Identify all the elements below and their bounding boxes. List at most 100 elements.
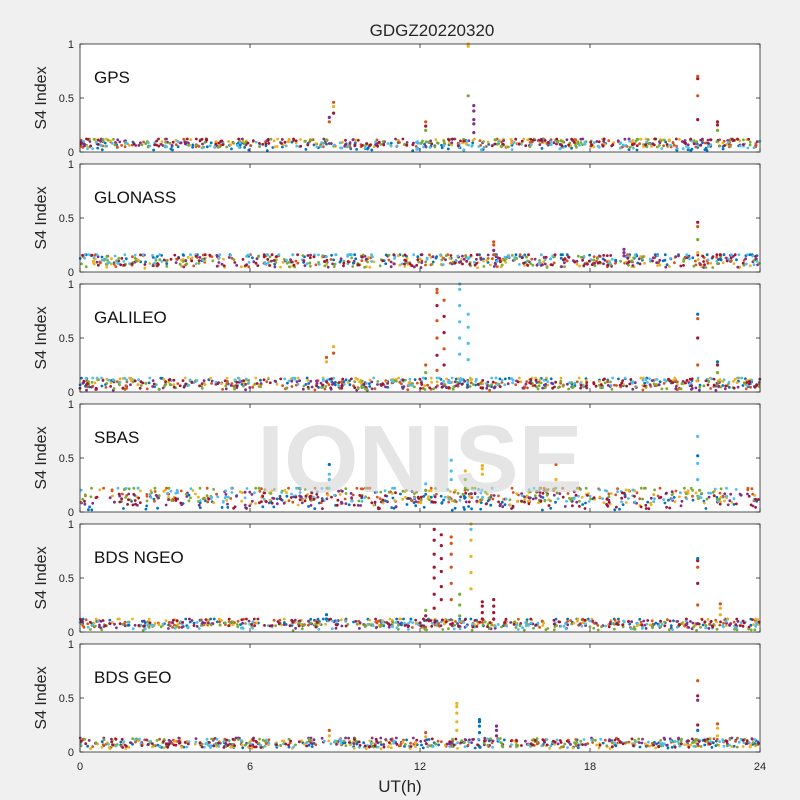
data-point [378, 264, 382, 268]
data-point [333, 262, 337, 266]
data-point [281, 145, 284, 149]
data-point [465, 624, 468, 628]
data-point [140, 744, 144, 747]
data-point [450, 618, 454, 622]
data-point [212, 744, 216, 748]
data-point [325, 255, 328, 258]
y-tick-label: 0.5 [59, 453, 74, 465]
data-point [245, 255, 249, 258]
data-point [533, 494, 537, 498]
data-point [738, 144, 742, 148]
data-point [430, 262, 434, 266]
data-point [200, 618, 203, 622]
data-point [727, 380, 731, 384]
data-point [735, 745, 739, 749]
data-point [608, 261, 612, 264]
data-point [353, 143, 357, 147]
data-point [504, 497, 508, 501]
data-point [722, 378, 726, 382]
data-point [716, 499, 720, 503]
data-point [569, 619, 572, 622]
data-point [258, 489, 262, 493]
data-point [248, 386, 252, 389]
data-point [218, 623, 222, 627]
data-point [450, 141, 454, 145]
spike-point [718, 613, 722, 617]
data-point [406, 388, 410, 392]
data-point [732, 386, 736, 390]
y-tick-label: 0.5 [59, 333, 74, 345]
data-point [679, 739, 683, 743]
data-point [223, 621, 227, 625]
data-point [523, 264, 526, 267]
data-point [674, 377, 677, 381]
data-point [129, 383, 132, 387]
data-point [679, 491, 682, 495]
data-point [342, 264, 345, 268]
data-point [394, 736, 398, 740]
data-point [146, 623, 150, 627]
data-point [646, 744, 649, 748]
data-point [705, 497, 709, 501]
data-point [314, 263, 318, 267]
data-point [276, 137, 279, 141]
data-point [475, 377, 478, 381]
spike-points [324, 282, 720, 375]
data-point [138, 386, 142, 390]
data-point [542, 489, 546, 492]
data-point [467, 741, 471, 744]
spike-point [458, 287, 462, 291]
data-point [538, 494, 542, 497]
data-point [510, 486, 514, 490]
data-point [329, 258, 333, 261]
data-point [641, 497, 644, 501]
data-point [118, 622, 122, 626]
data-point [524, 382, 528, 386]
data-point [407, 628, 410, 631]
data-point [472, 738, 475, 741]
data-point [658, 486, 662, 490]
data-point [475, 257, 478, 261]
data-point [374, 140, 377, 144]
data-point [225, 498, 229, 502]
data-point [660, 387, 664, 391]
data-point [729, 259, 733, 263]
data-point [176, 382, 180, 385]
data-point [633, 500, 637, 504]
data-point [344, 620, 348, 623]
data-point [508, 498, 512, 502]
data-point [354, 138, 357, 142]
data-point [749, 503, 753, 507]
data-point [754, 255, 757, 258]
data-point [127, 487, 131, 491]
data-point [440, 740, 443, 744]
data-point [143, 266, 147, 270]
data-point [382, 745, 386, 749]
data-point [352, 746, 356, 750]
spike-point [424, 363, 428, 367]
data-point [217, 617, 221, 621]
data-point [577, 376, 581, 380]
spike-point [332, 345, 336, 349]
data-point [659, 739, 662, 742]
data-point [643, 384, 646, 388]
data-point [90, 380, 94, 384]
data-point [662, 382, 666, 385]
data-point [307, 743, 311, 747]
data-point [521, 626, 524, 630]
data-point [344, 138, 347, 142]
data-point [428, 253, 431, 257]
data-point [514, 253, 518, 257]
data-point [449, 381, 453, 385]
spike-point [439, 557, 443, 561]
data-point [431, 260, 435, 264]
data-point [723, 387, 727, 391]
data-point [389, 265, 393, 269]
data-point [226, 744, 230, 747]
data-point [244, 622, 247, 625]
data-point [346, 253, 350, 257]
data-point [687, 739, 690, 743]
data-point [384, 385, 387, 389]
data-point [95, 253, 99, 257]
data-point [699, 496, 703, 499]
